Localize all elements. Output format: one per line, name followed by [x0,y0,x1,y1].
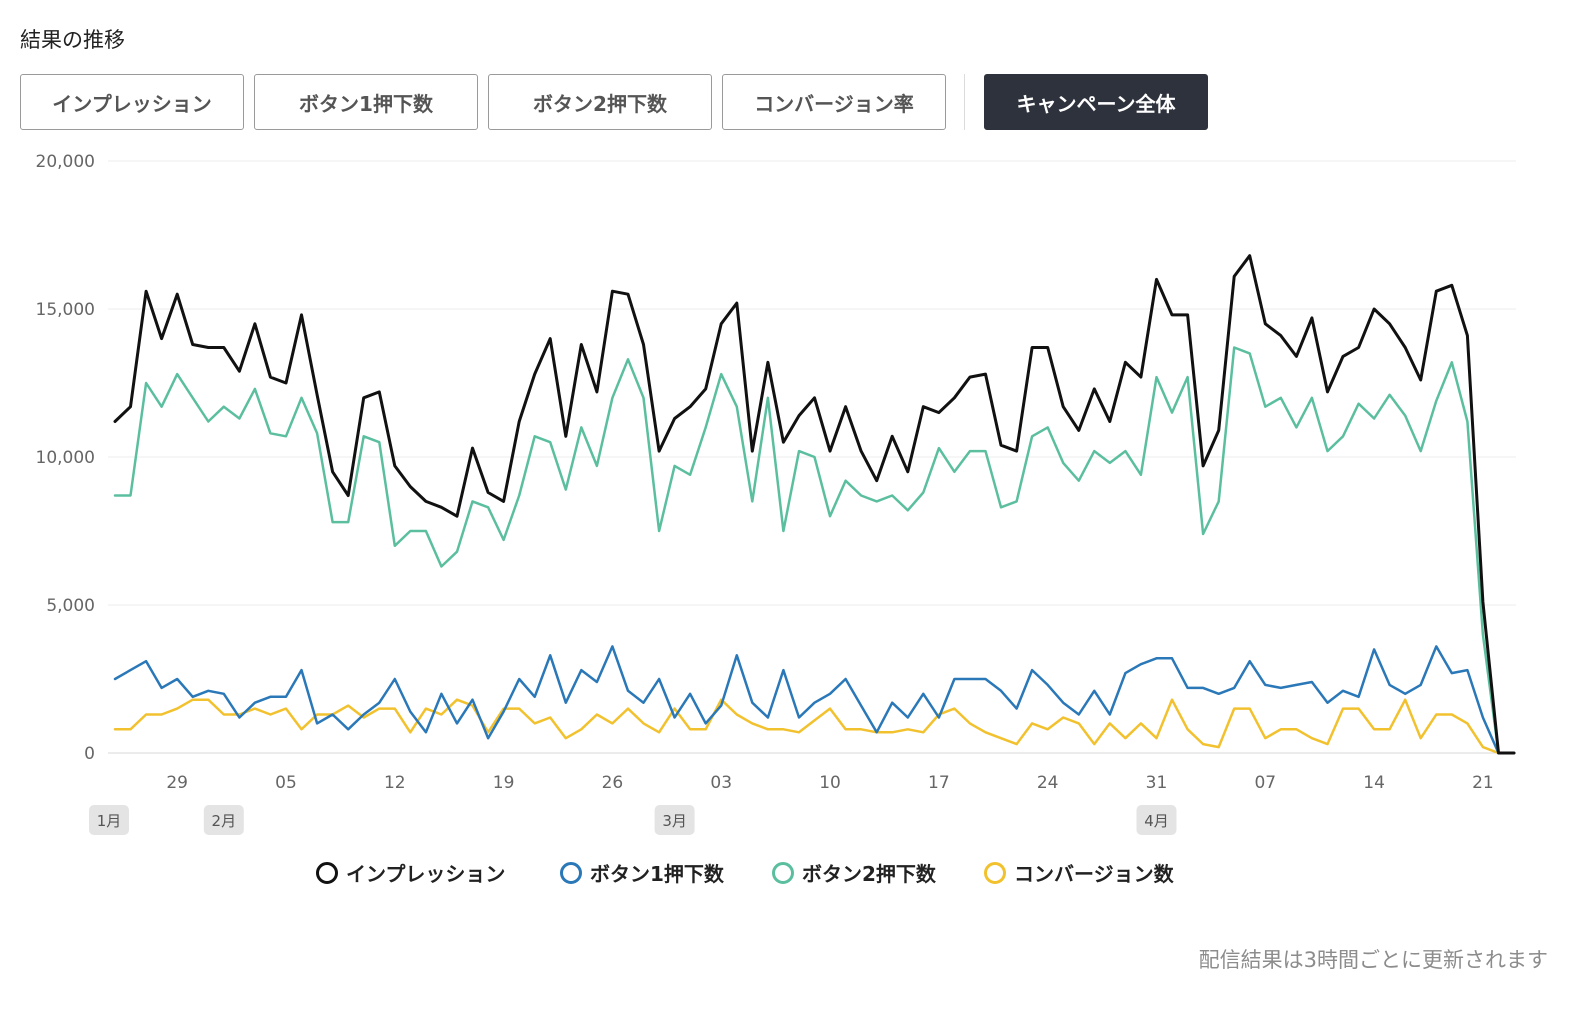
legend-marker-icon [316,861,338,884]
tab-button1-clicks[interactable]: ボタン1押下数 [254,74,478,130]
page-title: 結果の推移 [20,28,125,52]
x-tick-label: 03 [710,773,732,793]
x-tick-label: 24 [1037,773,1059,793]
update-note: 配信結果は3時間ごとに更新されます [1198,948,1548,972]
month-badge-label: 4月 [1144,812,1169,830]
legend-item-button1[interactable]: ボタン1押下数 [560,858,724,887]
series-line-conversions [113,698,1516,755]
legend-marker-icon [772,861,794,884]
series-line-button2 [113,346,1516,755]
x-tick-label: 05 [275,773,297,793]
x-tick-label: 14 [1363,773,1385,793]
series-line-button1 [113,645,1516,755]
legend-label: インプレッション [346,862,506,886]
month-badge [203,805,244,835]
x-tick-label: 17 [928,773,950,793]
x-tick-label: 10 [819,773,841,793]
y-tick-label: 15,000 [36,300,95,320]
legend-item-conversions[interactable]: コンバージョン数 [984,858,1174,887]
x-tick-label: 31 [1146,773,1168,793]
legend-item-impressions[interactable]: インプレッション [316,858,505,887]
line-chart: 0 5,000 10,000 15,000 20,000 29 05 12 19 26 03 10 17… [36,152,1516,835]
x-tick-label: 29 [166,773,188,793]
y-tick-label: 5,000 [46,596,95,616]
x-tick-label: 07 [1254,773,1276,793]
month-badge-label: 1月 [97,812,122,830]
legend-marker-icon [560,861,582,884]
month-badge-label: 2月 [212,812,237,830]
tab-conversion-rate[interactable]: コンバージョン率 [722,74,946,130]
legend-label: ボタン1押下数 [590,862,724,886]
month-badge [89,805,129,835]
tab-impressions[interactable]: インプレッション [20,74,244,130]
chart-legend: インプレッション ボタン1押下数 ボタン2押下数 コンバージョン数 [0,858,1588,888]
legend-label: ボタン2押下数 [802,862,936,886]
month-badge [1136,805,1177,835]
legend-item-button2[interactable]: ボタン2押下数 [772,858,936,887]
tab-divider [964,74,965,130]
y-tick-label: 10,000 [36,448,95,468]
legend-marker-icon [984,861,1006,884]
x-tick-label: 12 [384,773,406,793]
tab-campaign-overall[interactable]: キャンペーン全体 [984,74,1208,130]
x-tick-label: 21 [1472,773,1494,793]
series-line-impressions [113,254,1516,755]
x-tick-label: 19 [493,773,515,793]
tab-button2-clicks[interactable]: ボタン2押下数 [488,74,712,130]
y-tick-label: 0 [84,744,95,764]
y-tick-label: 20,000 [36,152,95,172]
month-badge [654,805,695,835]
x-tick-label: 26 [602,773,624,793]
legend-label: コンバージョン数 [1014,862,1174,886]
month-badge-label: 3月 [662,812,687,830]
